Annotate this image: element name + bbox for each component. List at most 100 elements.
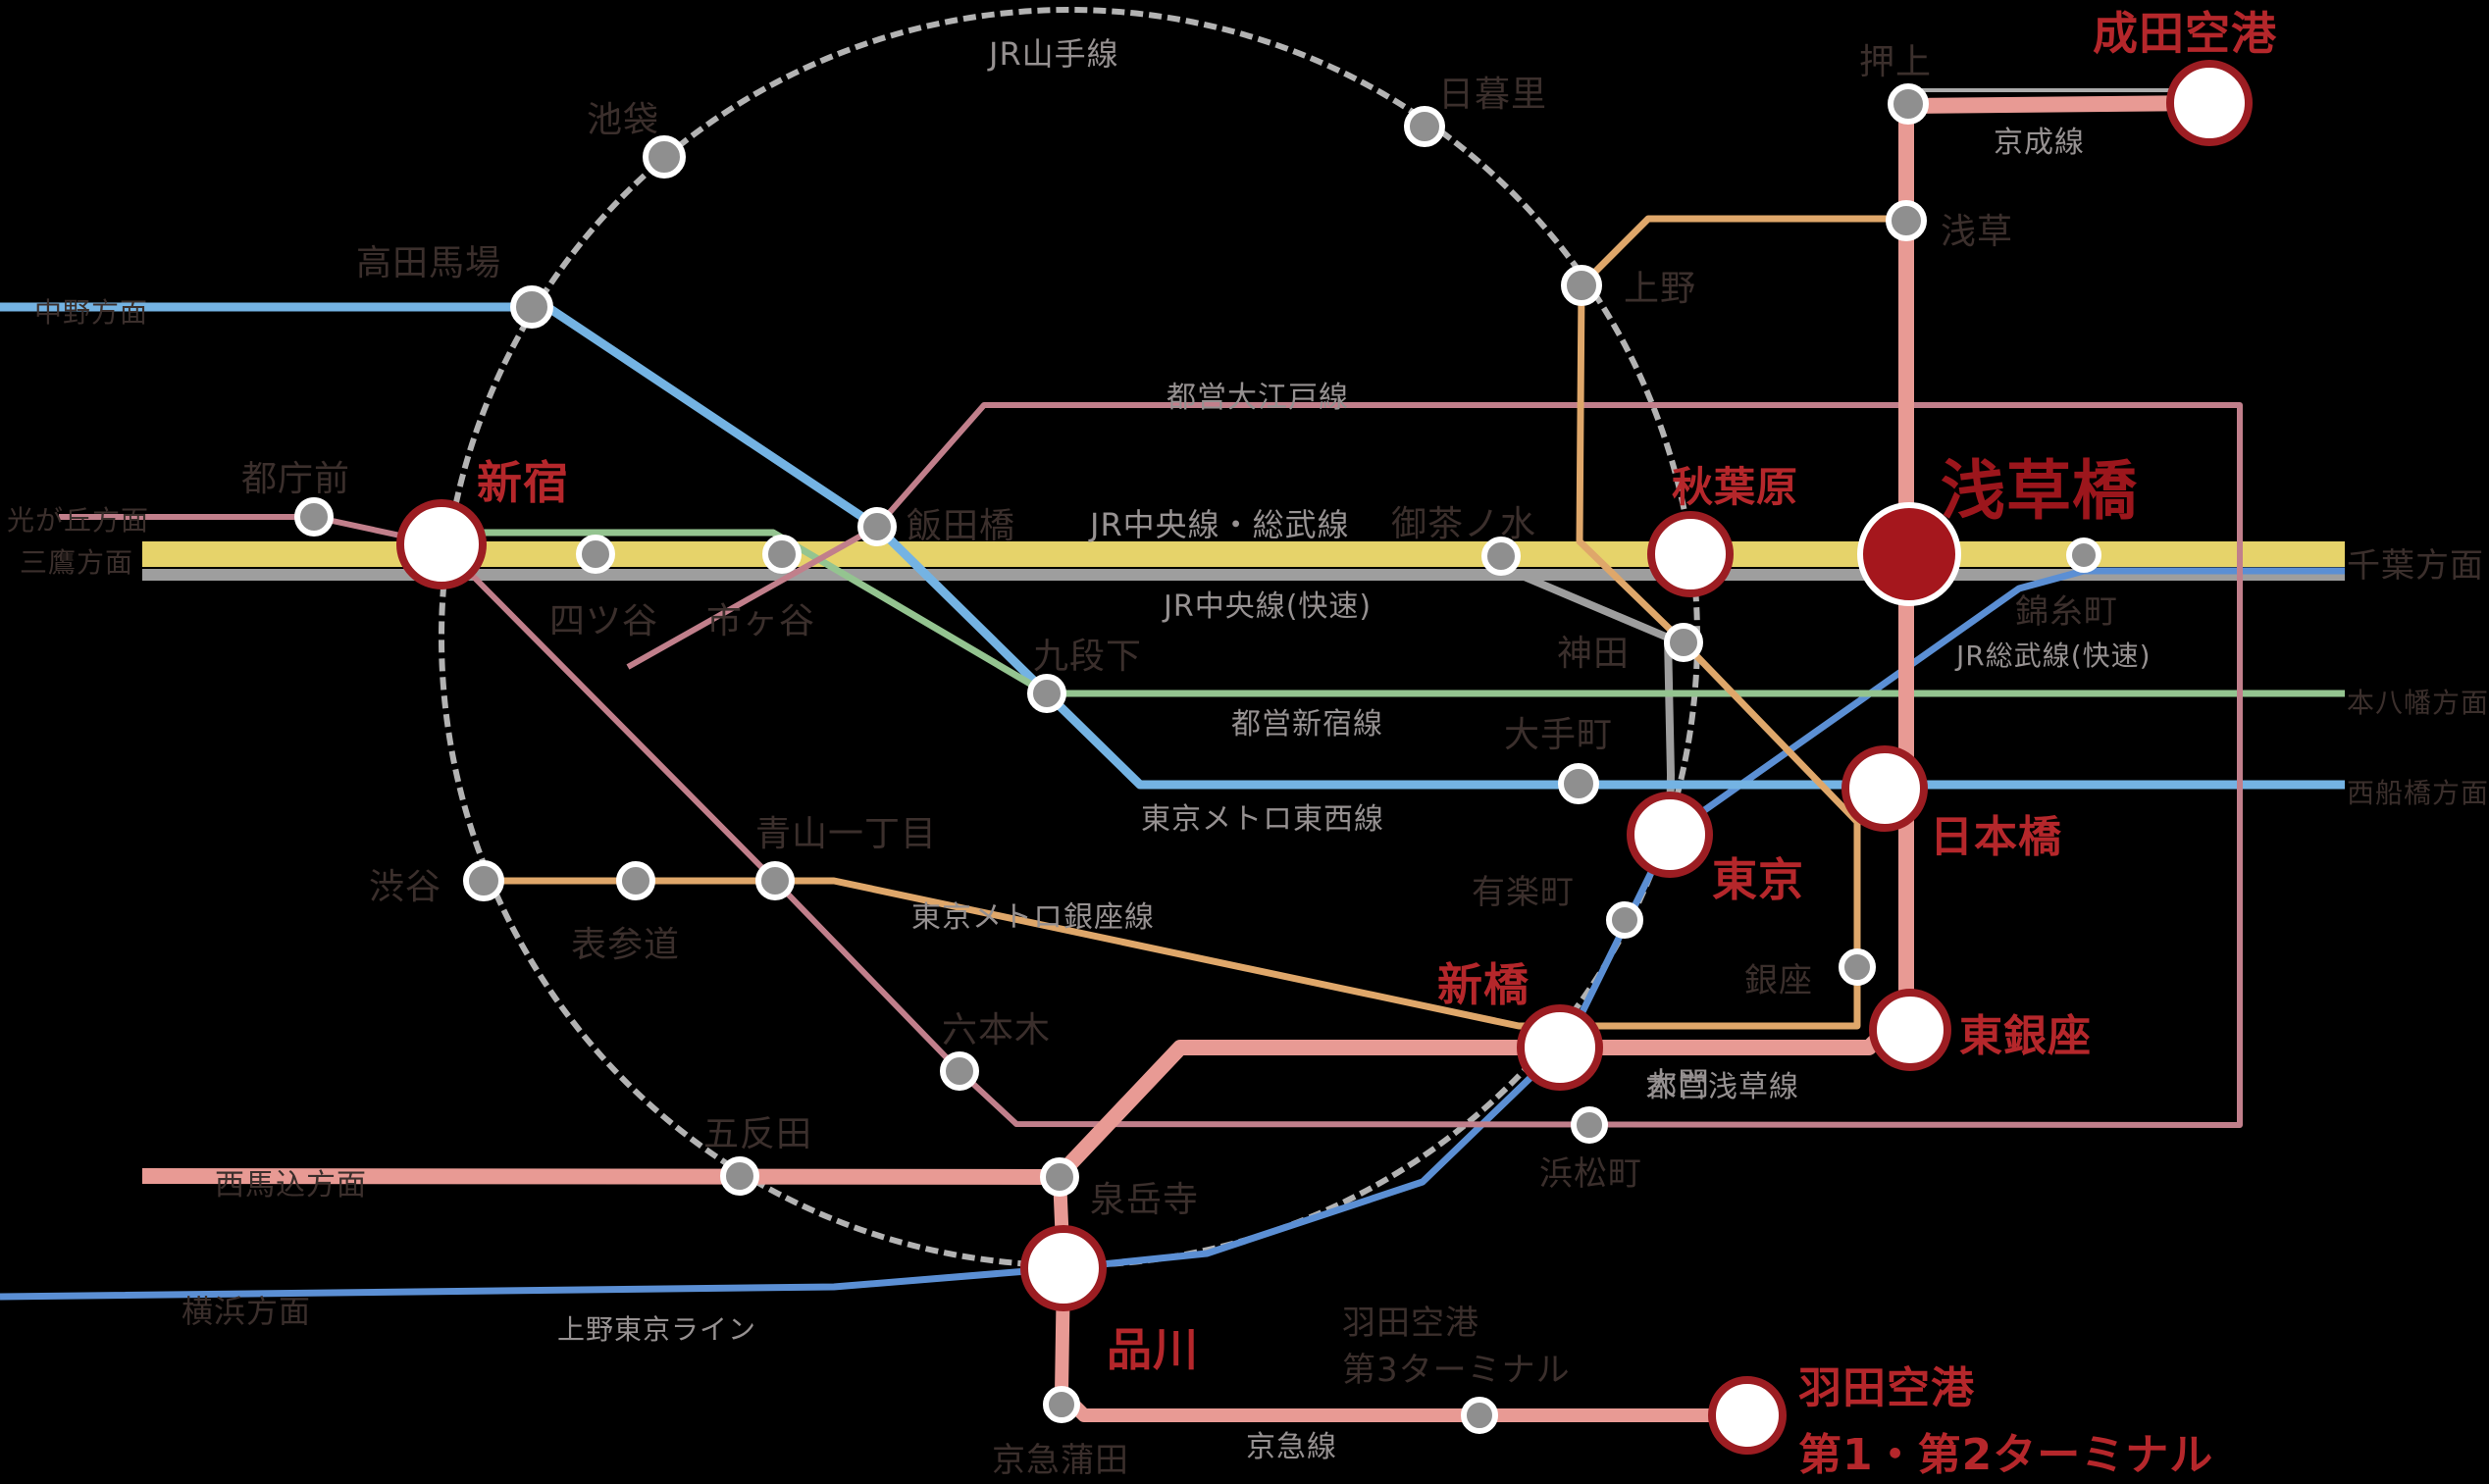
label-lbl-asakusabashi: 浅草橋: [1941, 453, 2138, 529]
station-ochanomizu[interactable]: [1481, 537, 1521, 576]
station-asakusabashi[interactable]: [1857, 502, 1961, 606]
label-lbl-keikyu-line: 京急線: [1246, 1430, 1337, 1464]
label-lbl-iidabashi: 飯田橋: [907, 506, 1015, 546]
label-lbl-akihabara: 秋葉原: [1672, 463, 1798, 511]
label-lbl-shibuya: 渋谷: [369, 867, 441, 907]
label-lbl-nippori: 日暮里: [1438, 75, 1547, 115]
label-lbl-kanda: 神田: [1557, 634, 1630, 674]
line-ueno-tokyo-line-icon: [0, 833, 1674, 1301]
label-lbl-haneda-t12-1: 羽田空港: [1798, 1363, 1975, 1413]
label-lbl-nakano-homen: 中野方面: [34, 296, 148, 329]
label-lbl-narita-airport: 成田空港: [2093, 7, 2277, 60]
label-lbl-ueno-tokyo-line: 上野東京ライン: [557, 1313, 756, 1346]
label-lbl-keikyu-kamata: 京急蒲田: [992, 1441, 1129, 1480]
label-lbl-kinshicho: 錦糸町: [2015, 592, 2118, 632]
station-tokyo[interactable]: [1627, 792, 1713, 878]
label-lbl-omotesando: 表参道: [571, 925, 680, 965]
label-lbl-hamamatsucho: 浜松町: [1539, 1154, 1642, 1194]
label-lbl-kudanshita: 九段下: [1033, 637, 1142, 677]
station-iidabashi[interactable]: [857, 507, 897, 546]
station-kudanshita[interactable]: [1027, 674, 1066, 713]
station-ikebukuro[interactable]: [643, 135, 686, 179]
label-lbl-tokyo: 東京: [1712, 853, 1804, 906]
label-lbl-shimbashi: 新橋: [1437, 958, 1530, 1011]
station-daimon-hamamatsucho[interactable]: [1571, 1106, 1608, 1144]
label-lbl-yotsuya: 四ツ谷: [549, 601, 658, 641]
label-lbl-tozai-line: 東京メトロ東西線: [1141, 802, 1384, 837]
label-lbl-yokohama-homen: 横浜方面: [181, 1293, 311, 1330]
label-lbl-yamanote: JR山手線: [987, 35, 1119, 73]
station-haneda-terminal3[interactable]: [1461, 1397, 1498, 1434]
label-lbl-oedo-line: 都営大江戸線: [1167, 381, 1349, 415]
label-lbl-chuo-rapid: JR中央線(快速): [1162, 589, 1372, 624]
label-lbl-yurakucho: 有楽町: [1472, 873, 1575, 912]
station-ginza[interactable]: [1839, 948, 1876, 986]
label-lbl-toei-asakusa-line: 都営浅草線: [1647, 1070, 1799, 1104]
station-shinjuku[interactable]: [396, 499, 487, 589]
station-haneda-terminal12[interactable]: [1708, 1376, 1787, 1455]
label-lbl-aoyama-itchome: 青山一丁目: [755, 814, 937, 854]
label-lbl-haneda-t12-2: 第1・第2ターミナル: [1798, 1430, 2213, 1480]
station-shinagawa[interactable]: [1020, 1225, 1107, 1311]
label-lbl-nihombashi: 日本橋: [1930, 812, 2062, 862]
station-yurakucho[interactable]: [1606, 901, 1643, 939]
label-lbl-ueno: 上野: [1624, 269, 1696, 309]
station-aoyama-itchome[interactable]: [755, 861, 795, 900]
station-otemachi[interactable]: [1558, 763, 1599, 804]
label-lbl-oshiage: 押上: [1859, 42, 1932, 82]
label-lbl-sengakuji: 泉岳寺: [1090, 1180, 1199, 1220]
label-lbl-gotanda: 五反田: [703, 1114, 812, 1154]
line-ginza-line-icon: [484, 215, 1906, 1030]
station-higashi-ginza[interactable]: [1869, 989, 1951, 1071]
station-yotsuya[interactable]: [576, 535, 615, 574]
station-oshiage[interactable]: [1888, 83, 1929, 125]
label-lbl-ochanomizu: 御茶ノ水: [1391, 504, 1536, 544]
station-ichigaya[interactable]: [762, 535, 802, 574]
station-keikyu-kamata[interactable]: [1043, 1386, 1080, 1423]
label-lbl-mitaka-homen: 三鷹方面: [20, 546, 133, 579]
label-lbl-takadanobaba: 高田馬場: [356, 243, 501, 283]
label-lbl-ginza: 銀座: [1744, 961, 1813, 1000]
label-lbl-shinagawa: 品川: [1107, 1323, 1199, 1376]
station-nihombashi[interactable]: [1841, 745, 1928, 832]
label-lbl-roppongi: 六本木: [942, 1010, 1051, 1050]
label-lbl-ginza-line: 東京メトロ銀座線: [911, 900, 1155, 935]
line-tozai-line-icon: [0, 302, 2345, 790]
label-lbl-ikebukuro: 池袋: [587, 100, 659, 140]
station-ueno[interactable]: [1561, 265, 1602, 306]
station-asakusa[interactable]: [1886, 200, 1927, 241]
station-shibuya[interactable]: [463, 860, 504, 901]
label-lbl-sobu-rapid: JR総武線(快速): [1954, 640, 2152, 672]
label-lbl-tochomae: 都庁前: [241, 459, 350, 499]
label-lbl-chiba-homen: 千葉方面: [2347, 546, 2484, 586]
station-takadanobaba[interactable]: [510, 285, 553, 329]
station-kanda[interactable]: [1664, 623, 1703, 662]
station-sengakuji[interactable]: [1040, 1157, 1079, 1197]
label-lbl-nishifunabashi-homen: 西船橋方面: [2347, 777, 2489, 809]
label-lbl-hikarigaoka-homen: 光が丘方面: [7, 504, 149, 537]
label-lbl-haneda-t3-1: 羽田空港: [1342, 1304, 1479, 1343]
station-shimbashi[interactable]: [1517, 1004, 1603, 1091]
line-sobu-rapid-icon: [1667, 567, 2345, 838]
label-lbl-chuo-sobu: JR中央線・総武線: [1088, 506, 1350, 543]
line-toei-shinjuku-line-icon: [443, 529, 2345, 697]
label-lbl-higashi-ginza: 東銀座: [1959, 1011, 2092, 1061]
label-lbl-ichigaya: 市ヶ谷: [706, 601, 815, 641]
label-lbl-shinjuku: 新宿: [477, 456, 569, 509]
label-lbl-asakusa: 浅草: [1941, 212, 2013, 252]
label-lbl-haneda-t3-2: 第3ターミナル: [1342, 1351, 1571, 1390]
station-roppongi[interactable]: [940, 1051, 979, 1091]
station-akihabara[interactable]: [1647, 511, 1734, 597]
label-lbl-nishimagome-homen: 西馬込方面: [215, 1168, 367, 1203]
station-kinshicho[interactable]: [2066, 537, 2101, 573]
station-narita-airport[interactable]: [2166, 60, 2253, 146]
station-nippori[interactable]: [1404, 106, 1445, 147]
station-gotanda[interactable]: [720, 1156, 759, 1196]
label-lbl-keisei-line: 京成線: [1994, 126, 2085, 160]
station-omotesando[interactable]: [616, 861, 655, 900]
label-lbl-toei-shinjuku-line: 都営新宿線: [1231, 707, 1383, 742]
station-tochomae[interactable]: [294, 497, 334, 537]
label-lbl-motoyawata-homen: 本八幡方面: [2347, 687, 2489, 719]
